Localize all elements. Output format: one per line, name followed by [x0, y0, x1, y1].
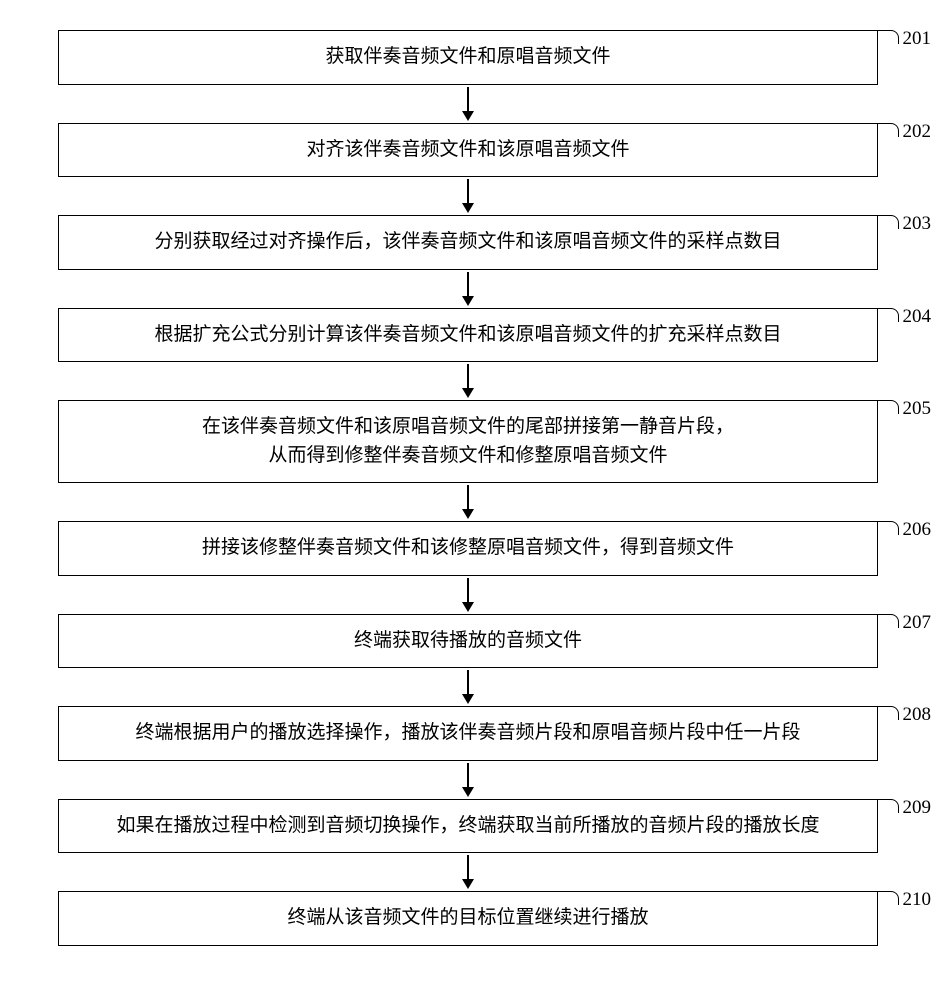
flow-step-202: 对齐该伴奏音频文件和该原唱音频文件202: [58, 123, 878, 178]
step-text: 如果在播放过程中检测到音频切换操作，终端获取当前所播放的音频片段的播放长度: [116, 812, 819, 841]
flow-arrow: [462, 485, 474, 519]
flow-arrow: [462, 670, 474, 704]
flow-step-206: 拼接该修整伴奏音频文件和该修整原唱音频文件，得到音频文件206: [58, 521, 878, 576]
step-text: 获取伴奏音频文件和原唱音频文件: [325, 43, 610, 72]
flowchart-container: 获取伴奏音频文件和原唱音频文件201 对齐该伴奏音频文件和该原唱音频文件202 分别…: [40, 30, 896, 946]
label-leader: [875, 891, 899, 905]
step-text: 对齐该伴奏音频文件和该原唱音频文件: [306, 136, 629, 165]
step-label: 207: [903, 609, 932, 638]
step-text: 终端获取待播放的音频文件: [354, 627, 582, 656]
step-text: 在该伴奏音频文件和该原唱音频文件的尾部拼接第一静音片段， 从而得到修整伴奏音频文…: [202, 413, 734, 470]
label-leader: [875, 308, 899, 322]
label-leader: [875, 215, 899, 229]
step-label: 209: [903, 794, 932, 823]
label-leader: [875, 400, 899, 414]
flow-step-201: 获取伴奏音频文件和原唱音频文件201: [58, 30, 878, 85]
step-label: 208: [903, 701, 932, 730]
flow-step-207: 终端获取待播放的音频文件207: [58, 614, 878, 669]
flow-arrow: [462, 763, 474, 797]
flow-step-208: 终端根据用户的播放选择操作，播放该伴奏音频片段和原唱音频片段中任一片段208: [58, 706, 878, 761]
step-text: 拼接该修整伴奏音频文件和该修整原唱音频文件，得到音频文件: [202, 534, 734, 563]
label-leader: [875, 521, 899, 535]
step-label: 210: [903, 886, 932, 915]
label-leader: [875, 706, 899, 720]
flow-arrow: [462, 364, 474, 398]
step-text: 分别获取经过对齐操作后，该伴奏音频文件和该原唱音频文件的采样点数目: [154, 228, 781, 257]
step-label: 206: [903, 516, 932, 545]
flow-step-210: 终端从该音频文件的目标位置继续进行播放210: [58, 891, 878, 946]
flow-step-205: 在该伴奏音频文件和该原唱音频文件的尾部拼接第一静音片段， 从而得到修整伴奏音频文…: [58, 400, 878, 483]
step-label: 202: [903, 118, 932, 147]
flow-arrow: [462, 179, 474, 213]
flow-step-209: 如果在播放过程中检测到音频切换操作，终端获取当前所播放的音频片段的播放长度209: [58, 799, 878, 854]
label-leader: [875, 30, 899, 44]
step-label: 205: [903, 395, 932, 424]
step-label: 204: [903, 303, 932, 332]
step-text: 终端从该音频文件的目标位置继续进行播放: [287, 904, 648, 933]
step-label: 203: [903, 210, 932, 239]
step-label: 201: [903, 25, 932, 54]
flow-step-204: 根据扩充公式分别计算该伴奏音频文件和该原唱音频文件的扩充采样点数目204: [58, 308, 878, 363]
flow-arrow: [462, 87, 474, 121]
flow-step-203: 分别获取经过对齐操作后，该伴奏音频文件和该原唱音频文件的采样点数目203: [58, 215, 878, 270]
label-leader: [875, 799, 899, 813]
step-text: 终端根据用户的播放选择操作，播放该伴奏音频片段和原唱音频片段中任一片段: [135, 719, 800, 748]
flow-arrow: [462, 272, 474, 306]
step-text: 根据扩充公式分别计算该伴奏音频文件和该原唱音频文件的扩充采样点数目: [154, 321, 781, 350]
label-leader: [875, 614, 899, 628]
label-leader: [875, 123, 899, 137]
flow-arrow: [462, 855, 474, 889]
flow-arrow: [462, 578, 474, 612]
